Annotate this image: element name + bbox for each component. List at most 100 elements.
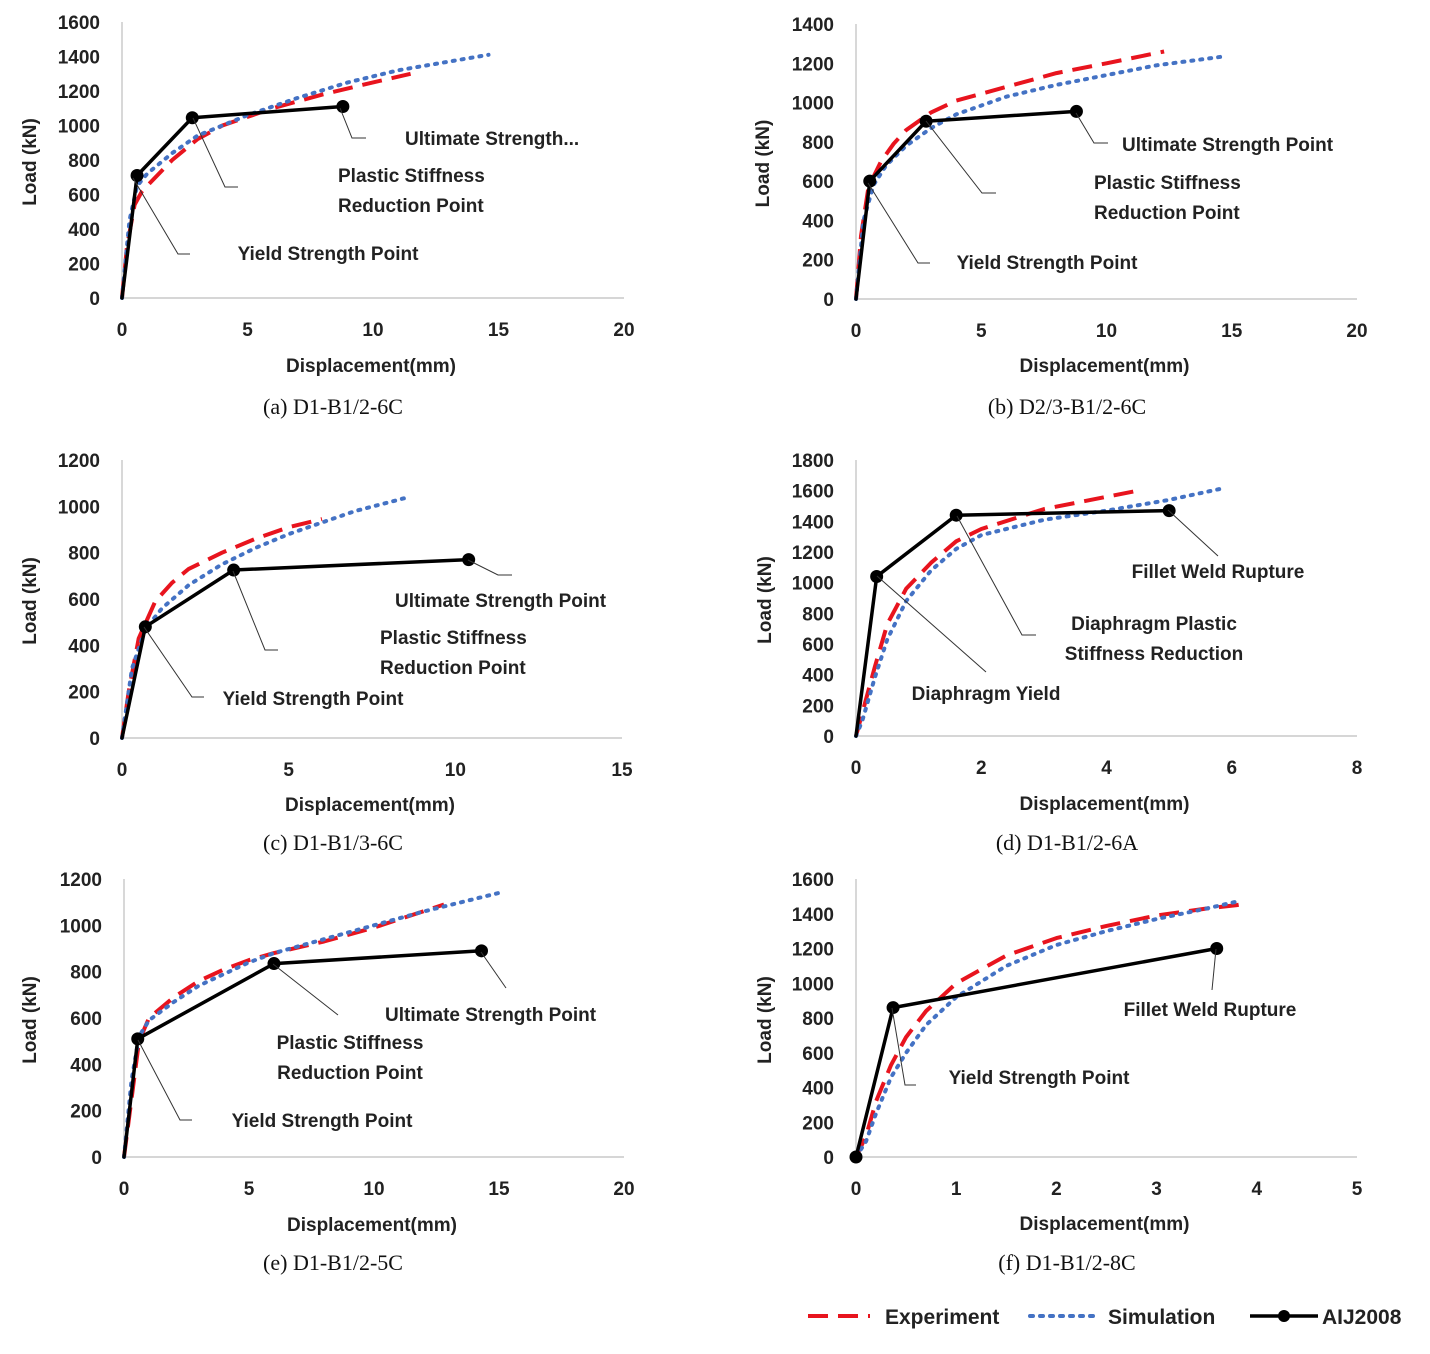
y-tick-label: 1400 [792,905,834,926]
series-aij2008-line [120,557,471,740]
aij2008-point [138,620,152,634]
aij2008-point [1210,942,1224,955]
y-tick-label: 200 [802,696,834,717]
chart-caption: (d) D1-B1/2-6A [996,830,1138,855]
y-tick-label: 1200 [58,451,100,472]
series-aij2008-line [854,946,1219,1159]
chart-panel-f: 0 200 400 600 800 1000 1200 1400 1600 0 1 2 3 4 5 Displ… [755,870,1363,1275]
y-tick-label: 800 [70,963,102,984]
y-axis-title: Load (kN) [20,557,41,645]
aij2008-point [130,169,144,183]
y-tick-label: 600 [68,590,100,611]
aij2008-point [886,1001,900,1015]
annotation-leader-line [143,626,204,698]
annotation-label: Reduction Point [380,658,526,679]
series-experiment-line [854,488,1139,737]
y-axis-title: Load (kN) [755,976,776,1064]
y-tick-label: 400 [802,666,834,687]
annotation-label: Yield Strength Point [957,253,1139,274]
annotation-label: Fillet Weld Rupture [1124,1000,1297,1021]
y-tick-label: 1200 [58,82,100,103]
aij2008-point [185,111,199,125]
annotation-label: Diaphragm Plastic [1071,614,1237,635]
x-tick-label: 4 [1252,1179,1263,1200]
annotation-label: Ultimate Strength Point [1122,135,1334,156]
y-tick-label: 1200 [792,54,834,75]
series-aij2008-line [854,109,1079,301]
y-axis-title: Load (kN) [20,118,41,206]
aij2008-point [336,100,350,114]
x-axis-title: Displacement(mm) [285,795,455,816]
x-tick-label: 0 [117,320,128,341]
aij2008-point [131,1032,145,1046]
y-tick-label: 200 [68,255,100,276]
aij2008-point [870,570,884,584]
y-tick-label: 200 [802,251,834,272]
x-tick-label: 5 [244,1179,255,1200]
x-tick-label: 15 [488,320,510,341]
x-tick-label: 6 [1226,758,1237,779]
series-experiment-line [854,901,1248,1158]
x-tick-label: 15 [1221,321,1243,342]
annotation-leader-line [891,1007,916,1086]
chart-caption: (a) D1-B1/2-6C [263,394,403,419]
chart-panel-e: 0 200 400 600 800 1000 1200 0 5 10 15 20 Displacemen… [20,870,635,1275]
series-aij2008-line [120,104,345,300]
annotation-leader-line [1167,509,1219,557]
x-tick-label: 0 [117,760,128,781]
annotation-leader-line [480,951,507,989]
x-tick-label: 5 [283,760,294,781]
x-tick-label: 10 [445,760,466,781]
x-tick-label: 20 [1346,321,1367,342]
y-tick-label: 400 [802,1079,834,1100]
y-tick-label: 400 [68,636,100,657]
annotation-label: Reduction Point [338,196,484,217]
y-tick-label: 200 [802,1113,834,1134]
annotation-label: Ultimate Strength Point [395,591,607,612]
annotation-label: Plastic Stiffness [1094,173,1241,194]
aij2008-point [949,508,963,522]
y-tick-label: 600 [802,172,834,193]
x-tick-label: 0 [119,1179,130,1200]
chart-caption: (b) D2/3-B1/2-6C [988,394,1146,419]
annotation-leader-line [232,570,278,651]
y-tick-label: 1000 [792,974,834,995]
y-tick-label: 0 [89,289,100,310]
x-tick-label: 8 [1352,758,1363,779]
legend-simulation-label: Simulation [1108,1306,1215,1329]
x-tick-label: 15 [488,1179,510,1200]
annotation-label: Stiffness Reduction [1065,644,1243,665]
x-axis-title: Displacement(mm) [1020,356,1190,377]
annotation-label: Yield Strength Point [232,1111,414,1132]
series-simulation-line [854,487,1222,738]
x-tick-label: 10 [362,320,383,341]
legend-aij-marker [1278,1310,1290,1322]
annotation-label: Reduction Point [277,1063,423,1084]
annotation-leader-line [1075,112,1108,144]
x-tick-label: 5 [242,320,253,341]
legend: Experiment Simulation AIJ2008 [808,1306,1402,1329]
y-tick-label: 800 [802,133,834,154]
y-tick-label: 400 [802,211,834,232]
annotation-label: Ultimate Strength Point [385,1005,597,1026]
y-tick-label: 400 [68,220,100,241]
aij2008-point [863,174,877,188]
annotation-leader-line [272,963,339,1016]
y-tick-label: 400 [70,1055,102,1076]
series-simulation-line [122,890,501,1159]
chart-panel-c: 0 200 400 600 800 1000 1200 0 5 10 15 Displacement(… [20,451,633,855]
y-tick-label: 1000 [60,916,102,937]
y-tick-label: 1400 [792,512,834,533]
y-tick-label: 200 [70,1102,102,1123]
y-tick-label: 0 [89,729,100,750]
x-tick-label: 10 [1096,321,1117,342]
series-aij2008-line [122,949,484,1159]
x-axis-title: Displacement(mm) [1020,1214,1190,1235]
x-tick-label: 1 [951,1179,962,1200]
y-axis-title: Load (kN) [753,120,774,208]
chart-caption: (f) D1-B1/2-8C [998,1250,1135,1275]
y-tick-label: 600 [802,635,834,656]
y-tick-label: 1400 [58,48,100,69]
y-tick-label: 1600 [792,482,834,503]
